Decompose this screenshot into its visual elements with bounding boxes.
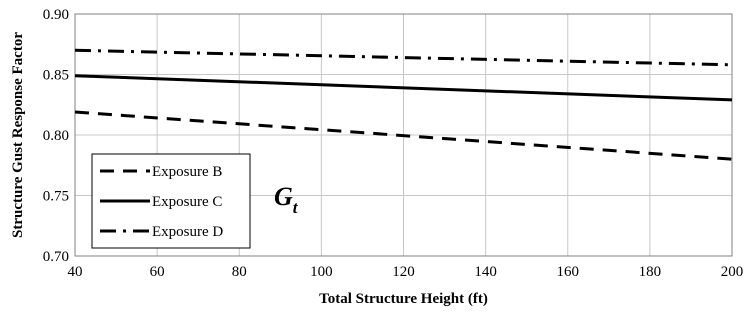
x-tick-label: 180 [639, 264, 662, 280]
x-tick-label: 120 [392, 264, 415, 280]
tick-labels: 40 60 80 100 120 140 160 180 200 0.70 0.75 0.80 0.85… [43, 7, 744, 280]
x-tick-label: 80 [232, 264, 247, 280]
legend-items: Exposure B Exposure C Exposure D [100, 164, 223, 240]
gt-annotation-subscript: t [293, 198, 299, 217]
x-tick-label: 60 [150, 264, 165, 280]
plot-area-frame [74, 13, 733, 257]
legend: Exposure B Exposure C Exposure D [91, 153, 251, 249]
series-line [74, 110, 733, 161]
y-tick-label: 0.80 [43, 128, 69, 144]
x-tick-label: 100 [310, 264, 333, 280]
legend-label: Exposure B [152, 164, 222, 180]
gt-annotation-main: G [274, 182, 293, 211]
x-tick-label: 160 [557, 264, 580, 280]
legend-label: Exposure C [152, 194, 222, 210]
x-tick-label: 140 [474, 264, 497, 280]
x-axis-title: Total Structure Height (ft) [319, 291, 488, 307]
x-tick-label: 40 [68, 264, 83, 280]
y-tick-label: 0.85 [43, 68, 69, 84]
y-tick-label: 0.75 [43, 189, 69, 205]
y-axis-title: Structure Gust Response Factor [10, 32, 26, 238]
series-line [74, 74, 733, 102]
x-tick-label: 200 [721, 264, 744, 280]
y-tick-label: 0.70 [43, 249, 69, 265]
gt-annotation: Gt [274, 182, 299, 217]
series-line [74, 48, 733, 67]
series-lines [74, 48, 733, 161]
y-tick-label: 0.90 [43, 7, 69, 23]
legend-label: Exposure D [152, 224, 223, 240]
